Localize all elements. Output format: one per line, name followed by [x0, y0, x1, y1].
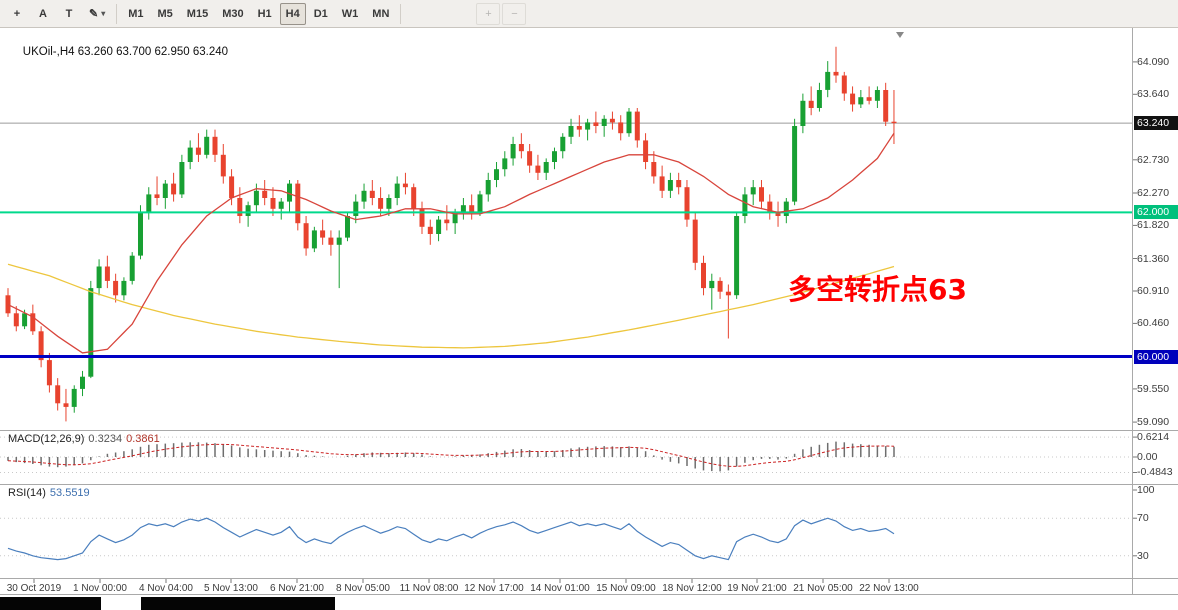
timeframe-h4-button[interactable]: H4: [279, 2, 306, 25]
rsi-line: [7, 517, 895, 561]
timeframe-d1-button[interactable]: D1: [313, 7, 328, 20]
candles-layer: [5, 46, 897, 422]
ma-fast-line: [7, 132, 895, 354]
timeframe-m5-button[interactable]: M5: [157, 7, 173, 20]
macd-main-value: 0.3234: [88, 433, 123, 445]
ma-slow-line: [7, 263, 895, 349]
macd-histogram: [7, 441, 895, 472]
chart-shift-marker: [896, 32, 904, 38]
bottom-dark-block-left: [0, 597, 101, 610]
toolbar-separator: [400, 3, 402, 24]
toolbar-separator: [116, 3, 118, 24]
timeframe-mn-button[interactable]: MN: [372, 7, 390, 20]
text-t-button[interactable]: T: [65, 7, 73, 20]
chart-title-text: UKOil-,H4 63.260 63.700 62.950 63.240: [22, 46, 229, 58]
draw-tools-button[interactable]: ✎ ▾: [89, 8, 106, 20]
chart-canvas: [0, 28, 1178, 595]
zoom-in-button[interactable]: +: [476, 2, 501, 25]
toolbar: + A T ✎ ▾ M1 M5 M15 M30 H1 H4 D1 W1 MN + −: [0, 0, 1178, 28]
bottom-strip: [0, 596, 1178, 610]
macd-indicator-label: MACD(12,26,9) 0.3234 0.3861: [8, 433, 160, 445]
zoom-out-button[interactable]: −: [502, 2, 527, 25]
rsi-name: RSI(14): [8, 487, 46, 499]
timeframe-m15-button[interactable]: M15: [186, 7, 209, 20]
timeframe-m30-button[interactable]: M30: [222, 7, 244, 20]
toolbar-spacer: [405, 13, 475, 14]
crosshair-button[interactable]: +: [13, 7, 21, 20]
rsi-indicator-label: RSI(14) 53.5519: [8, 487, 90, 499]
macd-name: MACD(12,26,9): [8, 433, 85, 445]
bottom-dark-block-right: [141, 597, 335, 610]
timeframe-w1-button[interactable]: W1: [341, 7, 359, 20]
timeframe-h1-button[interactable]: H1: [257, 7, 272, 20]
macd-signal-line: [7, 443, 895, 467]
dropdown-caret-icon: ▾: [101, 9, 106, 18]
macd-signal-value: 0.3861: [126, 433, 160, 445]
chart-title: UKOil-,H4 63.260 63.700 62.950 63.240: [10, 34, 228, 70]
timeframe-m1-button[interactable]: M1: [128, 7, 144, 20]
chart-annotation-text[interactable]: 多空转折点63: [788, 273, 967, 306]
chart-window[interactable]: UKOil-,H4 63.260 63.700 62.950 63.240 MA…: [0, 28, 1178, 610]
rsi-value: 53.5519: [49, 487, 90, 499]
text-a-button[interactable]: A: [39, 7, 47, 20]
